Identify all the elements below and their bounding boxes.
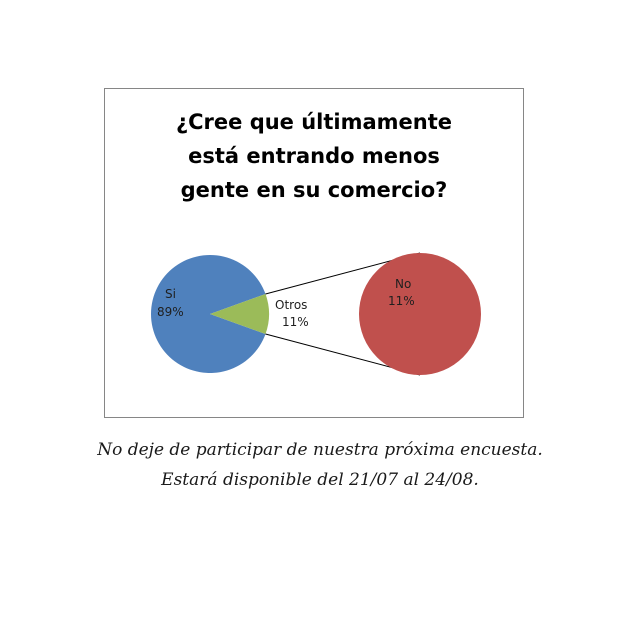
data-labels: Si 89% Otros 11% No 11% [157, 277, 415, 329]
slice-si [151, 255, 266, 373]
label-no-value: 11% [388, 294, 415, 308]
chart-title-line-2: está entrando menos [188, 144, 440, 168]
chart-title-line-1: ¿Cree que últimamente [175, 110, 453, 134]
label-si-name: Si [165, 287, 176, 301]
label-si-value: 89% [157, 305, 184, 319]
label-otros-value: 11% [282, 315, 309, 329]
slice-otros [210, 294, 269, 334]
chart-frame: ¿Cree que últimamente está entrando meno… [104, 88, 524, 418]
label-no-name: No [395, 277, 411, 291]
secondary-pie [359, 253, 481, 375]
slice-no [359, 253, 481, 375]
pie-of-pie-chart: Si 89% Otros 11% No 11% [151, 252, 481, 376]
chart-title-line-3: gente en su comercio? [180, 178, 448, 202]
label-otros-name: Otros [275, 298, 307, 312]
primary-pie [151, 255, 269, 373]
footer-line-2: Estará disponible del 21/07 al 24/08. [161, 470, 479, 490]
chart-title: ¿Cree que últimamente está entrando meno… [105, 105, 523, 207]
footer-line-1: No deje de participar de nuestra próxima… [97, 440, 543, 460]
